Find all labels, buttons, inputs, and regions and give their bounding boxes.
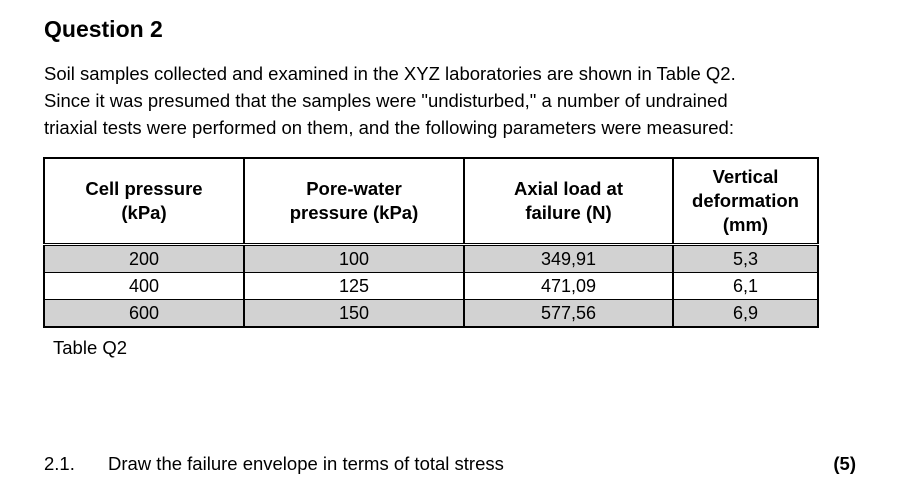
vertical-deformation-value: 5,3: [672, 243, 819, 273]
vertical-deformation-value: 6,9: [672, 299, 819, 328]
question-marks: (5): [833, 453, 856, 474]
header-vertical-deformation: Vertical deformation (mm): [672, 157, 819, 246]
intro-line: Soil samples collected and examined in t…: [44, 63, 736, 84]
header-axial-load: Axial load at failure (N): [463, 157, 674, 246]
question-number: 2.1.: [44, 453, 75, 474]
pore-water-pressure-value: 100: [243, 243, 465, 273]
header-pore-water-pressure: Pore-water pressure (kPa): [243, 157, 465, 246]
intro-line: triaxial tests were performed on them, a…: [44, 117, 734, 138]
pore-water-pressure-value: 125: [243, 272, 465, 300]
vertical-deformation-value: 6,1: [672, 272, 819, 300]
table-caption: Table Q2: [53, 337, 128, 358]
pore-water-pressure-value: 150: [243, 299, 465, 328]
intro-paragraph: Soil samples collected and examined in t…: [44, 60, 884, 141]
table-header-row: Cell pressure (kPa) Pore-water pressure …: [43, 157, 819, 246]
header-cell-pressure: Cell pressure (kPa): [43, 157, 245, 246]
question-heading: Question 2: [44, 16, 163, 42]
axial-load-value: 349,91: [463, 243, 674, 273]
cell-pressure-value: 400: [43, 272, 245, 300]
table-row: 400 125 471,09 6,1: [43, 272, 819, 300]
cell-pressure-value: 600: [43, 299, 245, 328]
question-text: Draw the failure envelope in terms of to…: [108, 453, 504, 474]
table-row: 600 150 577,56 6,9: [43, 299, 819, 328]
axial-load-value: 577,56: [463, 299, 674, 328]
axial-load-value: 471,09: [463, 272, 674, 300]
table-row: 200 100 349,91 5,3: [43, 243, 819, 273]
triaxial-test-table: Cell pressure (kPa) Pore-water pressure …: [43, 157, 819, 328]
cell-pressure-value: 200: [43, 243, 245, 273]
intro-line: Since it was presumed that the samples w…: [44, 90, 728, 111]
